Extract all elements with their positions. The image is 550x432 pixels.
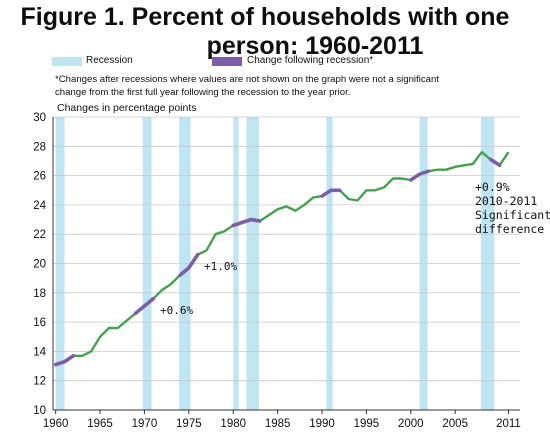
x-tick-label-1965: 1965 xyxy=(87,418,113,430)
footnote-line1: *Changes after recessions where values a… xyxy=(55,74,439,85)
y-tick-label-30: 30 xyxy=(33,112,46,124)
y-tick-labels: 10 12 14 16 18 20 22 24 26 28 30 xyxy=(33,112,46,417)
y-axis-label: Changes in percentage points xyxy=(57,102,197,114)
x-tick-label-1960: 1960 xyxy=(43,418,69,430)
annotation-difference: difference xyxy=(475,222,545,236)
highlight-segment-6 xyxy=(488,157,502,168)
gridlines xyxy=(53,116,520,411)
y-tick-label-24: 24 xyxy=(33,200,46,212)
legend-label-recession: Recession xyxy=(86,55,133,66)
highlight-segment-1 xyxy=(133,296,156,316)
y-tick-label-12: 12 xyxy=(33,376,46,388)
chart-title-line2: person: 1960-2011 xyxy=(206,32,424,60)
chart-title-line1: Figure 1. Percent of households with one xyxy=(20,3,510,31)
x-tick-label-1970: 1970 xyxy=(132,418,158,430)
x-tick-label-1995: 1995 xyxy=(354,418,380,430)
x-tick-label-1975: 1975 xyxy=(176,418,202,430)
annotation-years: 2010-2011 xyxy=(475,194,538,208)
highlight-segment-3 xyxy=(231,217,262,228)
annotation-0-9: +0.9% xyxy=(475,180,510,194)
x-tick-label-2005: 2005 xyxy=(442,418,468,430)
x-tick-labels: 1960 1965 1970 1975 1980 1985 1990 1995 2000 2005… xyxy=(43,418,521,430)
x-tick-label-2011: 2011 xyxy=(496,418,521,430)
y-tick-label-28: 28 xyxy=(33,141,46,153)
legend-swatch-change xyxy=(212,57,242,66)
highlight-segment-4 xyxy=(320,188,342,198)
highlight-segments xyxy=(53,157,502,367)
legend-label-change: Change following recession* xyxy=(247,55,374,66)
footnote: *Changes after recessions where values a… xyxy=(55,74,545,99)
y-tick-label-26: 26 xyxy=(33,171,46,183)
annotation-significant: Significant xyxy=(475,208,550,222)
annotation-1-0: +1.0% xyxy=(204,260,238,273)
series-line xyxy=(55,150,510,366)
y-tick-label-20: 20 xyxy=(33,259,46,271)
y-tick-label-14: 14 xyxy=(33,346,46,358)
y-tick-label-10: 10 xyxy=(33,405,46,417)
y-tick-label-18: 18 xyxy=(33,288,46,300)
y-tick-label-22: 22 xyxy=(33,229,46,241)
x-tick-label-1985: 1985 xyxy=(265,418,291,430)
axes xyxy=(52,117,520,414)
x-tick-label-2000: 2000 xyxy=(398,418,424,430)
annotation-2010-2011: +0.9% 2010-2011 Significant difference xyxy=(475,180,550,236)
footnote-line2: change from the first full year followin… xyxy=(55,86,351,98)
highlight-segment-0 xyxy=(53,353,76,367)
y-tick-label-16: 16 xyxy=(33,317,46,329)
highlight-segment-2 xyxy=(178,252,200,278)
x-tick-label-1990: 1990 xyxy=(309,418,335,430)
annotation-0-6: +0.6% xyxy=(160,304,194,317)
highlight-segment-5 xyxy=(408,169,431,182)
series-households-one-person xyxy=(55,150,510,366)
x-tick-label-1980: 1980 xyxy=(220,418,246,430)
legend-swatch-recession xyxy=(52,57,82,66)
